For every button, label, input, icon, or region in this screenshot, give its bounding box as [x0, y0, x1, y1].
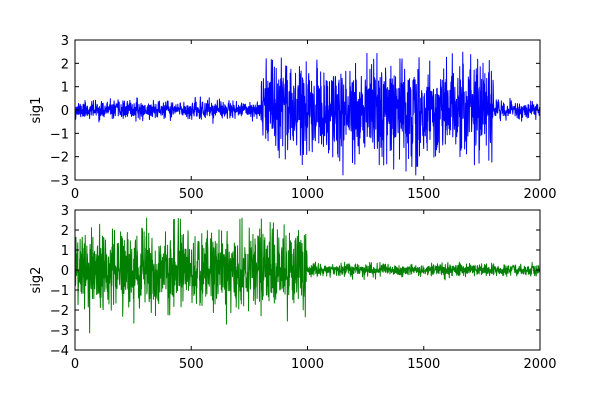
sig1-y-tick-label: 2 [61, 57, 69, 72]
sig2-x-tick-label: 1000 [291, 357, 324, 372]
sig1-x-tick-label: 2000 [523, 187, 556, 202]
sig2-y-tick-label: 3 [61, 204, 69, 219]
sig2-ticks: 0 500 1000 1500 2000 3 2 1 0 −1 −2 −3 −4 [50, 204, 557, 372]
sig1-plot-area [75, 51, 540, 176]
sig2-y-tick-label: −3 [50, 324, 69, 339]
sig2-x-tick-label: 500 [179, 357, 204, 372]
sig2-y-tick-label: −4 [50, 344, 69, 359]
sig2-axes-frame [74, 209, 541, 351]
sig2-x-tick-label: 1500 [407, 357, 440, 372]
sig2-y-tick-label: −2 [50, 304, 69, 319]
sig2-series-line [75, 217, 540, 334]
plot-sig2: 0 500 1000 1500 2000 3 2 1 0 −1 −2 −3 −4 sig2 [29, 204, 557, 372]
plot-sig1: 0 500 1000 1500 2000 3 2 1 0 −1 −2 −3 sig1 [29, 34, 557, 202]
sig2-y-tick-label: −1 [50, 284, 69, 299]
sig1-axes-frame [74, 39, 541, 181]
sig2-x-tick-label: 2000 [523, 357, 556, 372]
sig1-y-tick-label: −1 [50, 127, 69, 142]
sig1-y-tick-label: 0 [61, 104, 69, 119]
sig1-y-tick-label: −3 [50, 174, 69, 189]
sig1-y-axis-label: sig1 [29, 97, 44, 124]
sig1-series-line [75, 51, 540, 176]
sig1-x-tick-label: 500 [179, 187, 204, 202]
sig2-plot-area [75, 217, 540, 334]
sig1-y-tick-label: 3 [61, 34, 69, 49]
sig2-y-tick-label: 2 [61, 224, 69, 239]
sig1-x-tick-label: 0 [71, 187, 79, 202]
sig2-x-tick-label: 0 [71, 357, 79, 372]
sig2-y-tick-label: 0 [61, 264, 69, 279]
sig1-y-tick-label: −2 [50, 151, 69, 166]
sig1-x-tick-label: 1000 [291, 187, 324, 202]
sig1-y-tick-label: 1 [61, 81, 69, 96]
sig2-y-axis-label: sig2 [29, 267, 44, 294]
sig1-x-tick-label: 1500 [407, 187, 440, 202]
sig2-y-tick-label: 1 [61, 244, 69, 259]
